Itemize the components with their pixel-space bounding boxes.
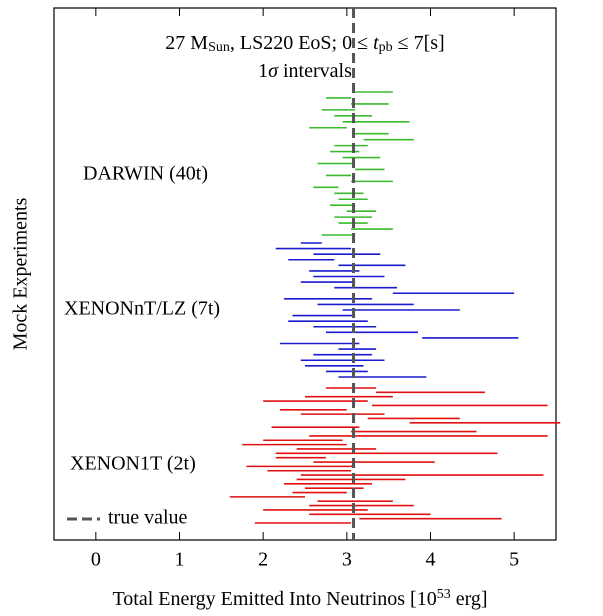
x-tick-label: 0	[91, 549, 101, 571]
text-part: 1	[258, 60, 268, 82]
text-part: , LS220 EoS; 0 ≤	[230, 32, 373, 54]
text-part: 27 M	[165, 32, 208, 54]
series-label: XENON1T (2t)	[70, 453, 196, 475]
text-part: Total Energy Emitted Into Neutrinos [10	[112, 588, 436, 610]
text-part: σ	[268, 60, 279, 82]
text-part: 53	[437, 587, 451, 602]
text-part: ≤ 7[s]	[393, 32, 445, 54]
text-part: erg]	[451, 588, 488, 610]
x-tick-label: 5	[509, 549, 519, 571]
text-part: intervals	[278, 60, 352, 82]
x-tick-label: 3	[342, 549, 352, 571]
text-part: Sun	[208, 40, 230, 55]
y-axis-label: Mock Experiments	[10, 197, 32, 350]
x-tick-label: 1	[175, 549, 185, 571]
series-label: XENONnT/LZ (7t)	[64, 298, 220, 320]
x-axis-label: Total Energy Emitted Into Neutrinos [105…	[112, 587, 487, 610]
plot-frame	[53, 7, 557, 541]
text-part: t	[373, 32, 379, 54]
legend-label: true value	[108, 507, 188, 529]
chart-subtitle: 1σ intervals	[258, 60, 352, 82]
x-tick-label: 4	[426, 549, 436, 571]
series-label: DARWIN (40t)	[83, 163, 208, 185]
text-part: pb	[379, 40, 393, 55]
chart-title: 27 MSun, LS220 EoS; 0 ≤ tpb ≤ 7[s]	[165, 32, 444, 55]
x-tick-label: 2	[258, 549, 268, 571]
